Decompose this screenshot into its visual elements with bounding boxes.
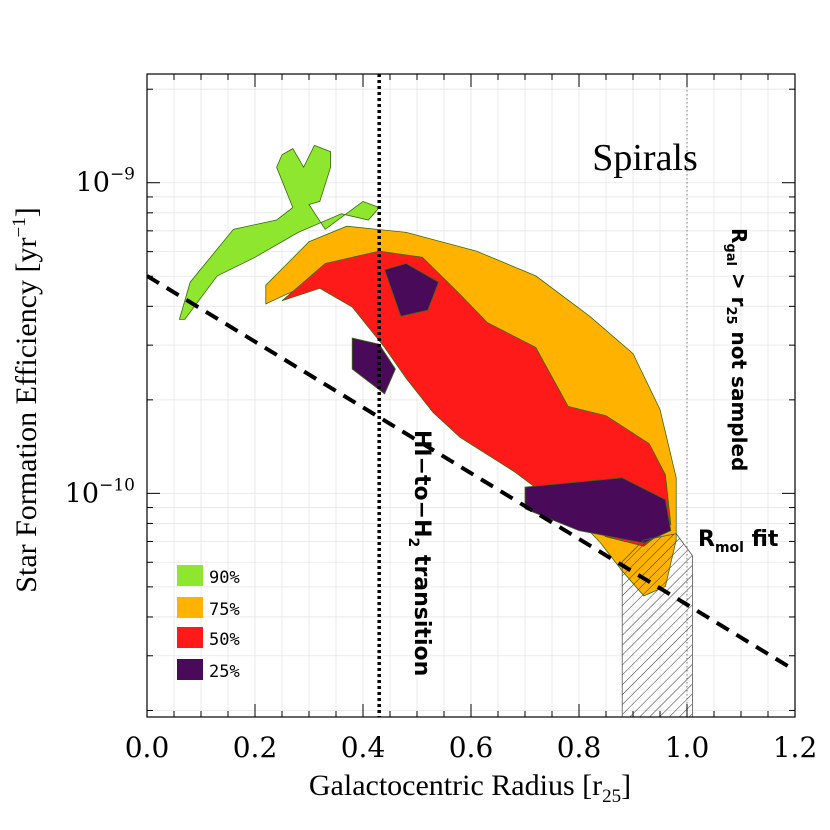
x-axis-title-sub: 25: [602, 786, 621, 807]
not-sampled-annotation-end: not sampled: [727, 325, 751, 472]
transition-annotation-main: HI−to−H: [409, 430, 434, 538]
legend-label-90: 90%: [209, 568, 240, 588]
x-tick-label: 0.0: [125, 731, 170, 764]
rmol-fit-annotation-r: R: [698, 527, 715, 552]
rmol-fit-line: [147, 274, 795, 673]
y-tick-label-exp: −10: [99, 475, 135, 495]
hatched-region: [621, 533, 693, 717]
x-tick-label: 1.0: [665, 731, 710, 764]
rmol-fit-annotation-end: fit: [744, 527, 779, 552]
rmol-fit-annotation: Rmol fit: [698, 527, 779, 556]
hatched-unsampled-area: [621, 533, 693, 717]
x-tick-label: 0.6: [449, 731, 494, 764]
tick-labels: 0.0 0.2 0.4 0.6 0.8 1.0 1.210−910−10: [65, 165, 818, 764]
legend-swatch-50: [177, 627, 203, 648]
transition-annotation: HI−to−H2 transition: [405, 430, 434, 676]
legend-swatch-75: [177, 597, 203, 618]
x-tick-label: 0.4: [341, 731, 386, 764]
x-tick-label: 0.2: [233, 731, 278, 764]
legend: 90% 75% 50% 25%: [177, 565, 240, 682]
y-axis-title-main: Star Formation Efficiency [yr: [10, 238, 43, 593]
not-sampled-annotation-sub2: 25: [723, 307, 738, 325]
x-axis-title-end: ]: [621, 769, 631, 802]
y-axis-title-end: ]: [10, 207, 43, 217]
chart-title: Spirals: [592, 137, 698, 179]
contour-25-island: [524, 477, 672, 544]
legend-swatch-25: [177, 659, 203, 680]
legend-label-25: 25%: [209, 662, 240, 682]
transition-annotation-end: transition: [409, 547, 434, 676]
y-axis-title: Star Formation Efficiency [yr−1]: [9, 207, 43, 592]
legend-swatch-90: [177, 565, 203, 586]
legend-label-50: 50%: [209, 630, 240, 650]
x-tick-label: 0.8: [557, 731, 602, 764]
contour-25: [384, 263, 440, 317]
rmol-fit-annotation-sub: mol: [715, 540, 744, 556]
not-sampled-annotation-sub: gal: [723, 243, 738, 266]
y-tick-label-exp: −9: [110, 165, 135, 185]
x-tick-label: 1.2: [773, 731, 818, 764]
x-axis-title-main: Galactocentric Radius [r: [309, 769, 602, 802]
y-tick-label: 10−9: [76, 165, 135, 199]
contour-layer: [178, 144, 677, 597]
not-sampled-annotation-r: R: [727, 228, 751, 243]
legend-label-75: 75%: [209, 600, 240, 620]
axis-ticks: [146, 74, 796, 717]
not-sampled-annotation: Rgal > r25 not sampled: [723, 228, 751, 471]
y-axis-title-sup: −1: [9, 217, 30, 237]
y-tick-label-base: 10: [65, 478, 99, 509]
contour-90: [178, 144, 380, 320]
x-axis-title: Galactocentric Radius [r25]: [309, 769, 631, 807]
not-sampled-annotation-mid: > r: [727, 266, 751, 307]
contour-50: [281, 250, 672, 547]
contour-25-island: [351, 337, 396, 395]
transition-annotation-sub: 2: [405, 538, 421, 548]
y-tick-label-base: 10: [76, 168, 110, 199]
y-tick-label: 10−10: [65, 475, 135, 509]
